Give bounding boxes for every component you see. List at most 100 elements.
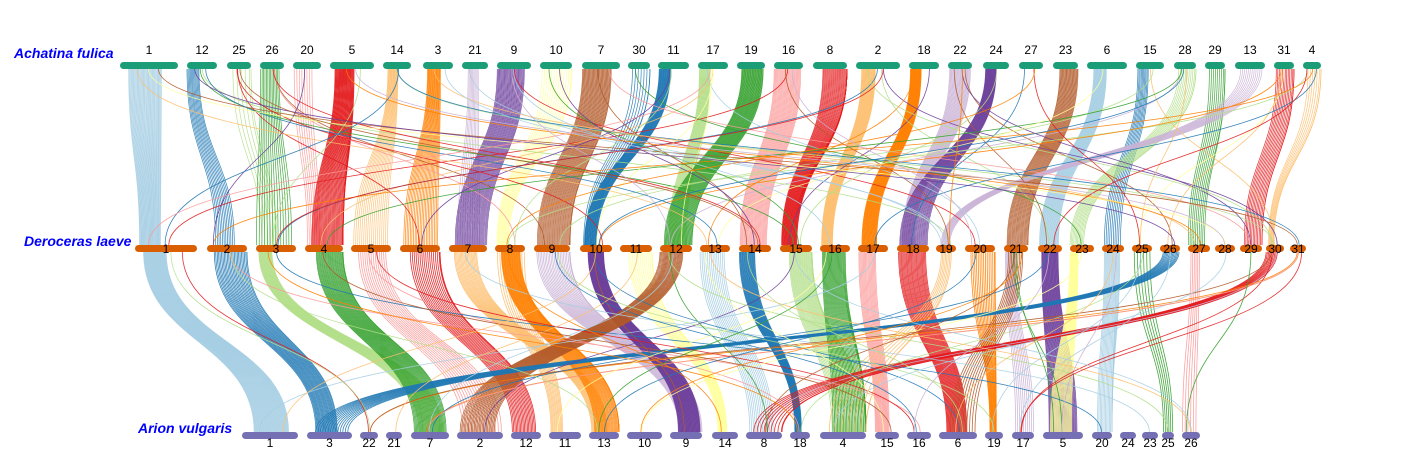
chromosome-label-mid-20: 20 (973, 242, 987, 256)
chromosome-label-bot-10: 10 (638, 436, 652, 450)
chromosome-bar-top-10 (540, 62, 572, 69)
chromosome-label-top-18: 18 (917, 43, 931, 57)
species-label-achatina-fulica: Achatina fulica (13, 45, 114, 61)
chromosome-label-top-31: 31 (1277, 43, 1291, 57)
chromosome-label-mid-17: 17 (866, 242, 880, 256)
synteny-link (834, 252, 1227, 432)
chromosome-label-top-22: 22 (953, 43, 967, 57)
chromosome-bar-top-15 (1136, 62, 1164, 69)
chromosome-bar-top-11 (658, 62, 689, 69)
synteny-bundle-top-5-mid-4 (312, 69, 354, 245)
chromosome-label-mid-26: 26 (1163, 242, 1177, 256)
chromosome-label-top-2: 2 (875, 43, 882, 57)
chromosome-bar-top-4 (1303, 62, 1321, 69)
chromosome-label-top-23: 23 (1059, 43, 1073, 57)
synteny-bundle-top-1-mid-1 (129, 69, 162, 245)
chromosome-label-bot-22: 22 (362, 436, 376, 450)
chromosome-label-bot-20: 20 (1095, 436, 1109, 450)
chromosome-label-mid-28: 28 (1218, 242, 1232, 256)
chromosome-label-top-4: 4 (1309, 43, 1316, 57)
chromosome-label-mid-10: 10 (589, 242, 603, 256)
chromosome-bar-top-24 (983, 62, 1009, 69)
synteny-bundle-mid-27-bot-26 (1183, 252, 1200, 432)
chromosome-bar-top-12 (187, 62, 217, 69)
chromosome-bar-top-14 (383, 62, 411, 69)
chromosome-bar-top-7 (582, 62, 620, 69)
chromosome-label-top-24: 24 (989, 43, 1003, 57)
chromosome-label-mid-11: 11 (630, 242, 643, 256)
chromosome-bar-top-9 (497, 62, 531, 69)
chromosome-label-bot-8: 8 (761, 436, 768, 450)
chromosome-label-bot-4: 4 (840, 436, 847, 450)
chromosome-bar-top-29 (1205, 62, 1225, 69)
chromosome-label-bot-19: 19 (987, 436, 1001, 450)
chromosome-label-mid-2: 2 (224, 242, 231, 256)
synteny-bundle-mid-28-bot-4 (834, 252, 1227, 432)
synteny-link (197, 69, 231, 245)
chromosome-bar-top-21 (462, 62, 488, 69)
synteny-link (1203, 69, 1225, 245)
chromosome-label-bot-26: 26 (1184, 436, 1198, 450)
chromosome-bar-top-26 (260, 62, 284, 69)
synteny-link (1249, 69, 1281, 245)
chromosome-label-mid-7: 7 (465, 242, 472, 256)
chromosome-label-bot-11: 11 (559, 436, 572, 450)
chromosome-label-mid-3: 3 (273, 242, 280, 256)
chromosome-label-mid-23: 23 (1075, 242, 1089, 256)
chromosome-label-top-6: 6 (1104, 43, 1111, 57)
chromosome-bar-top-23 (1053, 62, 1078, 69)
chromosome-label-bot-3: 3 (326, 436, 333, 450)
chromosome-label-mid-8: 8 (507, 242, 514, 256)
chromosome-label-mid-6: 6 (417, 242, 424, 256)
chromosome-label-top-15: 15 (1143, 43, 1157, 57)
chromosome-label-top-9: 9 (511, 43, 518, 57)
chromosome-label-bot-17: 17 (1016, 436, 1030, 450)
chromosome-label-bot-25: 25 (1161, 436, 1175, 450)
chromosome-label-bot-14: 14 (718, 436, 732, 450)
chromosome-label-bot-23: 23 (1143, 436, 1157, 450)
chromosome-label-bot-18: 18 (793, 436, 807, 450)
chromosome-label-bot-1: 1 (267, 436, 274, 450)
chromosome-bar-top-28 (1174, 62, 1196, 69)
chromosome-label-top-14: 14 (390, 43, 404, 57)
chromosome-label-bot-16: 16 (912, 436, 926, 450)
chromosome-label-top-25: 25 (232, 43, 246, 57)
chromosome-label-bot-13: 13 (597, 436, 611, 450)
chromosome-label-mid-19: 19 (939, 242, 953, 256)
synteny-link (307, 69, 317, 245)
chromosome-label-bot-24: 24 (1121, 436, 1135, 450)
chromosome-bar-top-30 (628, 62, 650, 69)
chromosome-bar-top-31 (1274, 62, 1294, 69)
chromosome-label-bot-15: 15 (880, 436, 894, 450)
chromosome-label-top-20: 20 (300, 43, 314, 57)
chromosome-label-top-11: 11 (667, 43, 680, 57)
synteny-bundle-mid-24-bot-20 (1098, 252, 1120, 432)
synteny-bundle-top-22-mid-29 (962, 69, 1251, 245)
synteny-link (593, 69, 667, 245)
chromosome-label-bot-12: 12 (519, 436, 533, 450)
chromosome-bar-top-22 (948, 62, 972, 69)
chromosome-label-mid-1: 1 (163, 242, 170, 256)
chromosome-label-top-17: 17 (706, 43, 720, 57)
synteny-link (962, 69, 1251, 245)
chromosome-label-top-28: 28 (1178, 43, 1192, 57)
chromosome-label-mid-12: 12 (669, 242, 683, 256)
chromosome-bar-top-1 (120, 62, 178, 69)
chromosome-label-mid-29: 29 (1244, 242, 1258, 256)
chromosome-bar-top-16 (774, 62, 803, 69)
chromosome-label-top-21: 21 (468, 43, 482, 57)
chromosome-label-mid-25: 25 (1135, 242, 1149, 256)
chromosome-label-top-26: 26 (265, 43, 279, 57)
chromosome-label-mid-31: 31 (1291, 242, 1305, 256)
synteny-bundle-top-31-mid-29 (1244, 69, 1294, 245)
chromosome-label-top-19: 19 (744, 43, 758, 57)
chromosome-label-bot-6: 6 (955, 436, 962, 450)
chromosome-bar-top-19 (737, 62, 765, 69)
chromosome-bar-top-25 (227, 62, 251, 69)
chromosome-label-top-12: 12 (195, 43, 209, 57)
synteny-bundle-top-12-mid-2 (187, 69, 234, 245)
species-label-deroceras-laeve: Deroceras laeve (24, 233, 132, 249)
chromosome-label-mid-5: 5 (368, 242, 375, 256)
synteny-link (266, 69, 267, 245)
